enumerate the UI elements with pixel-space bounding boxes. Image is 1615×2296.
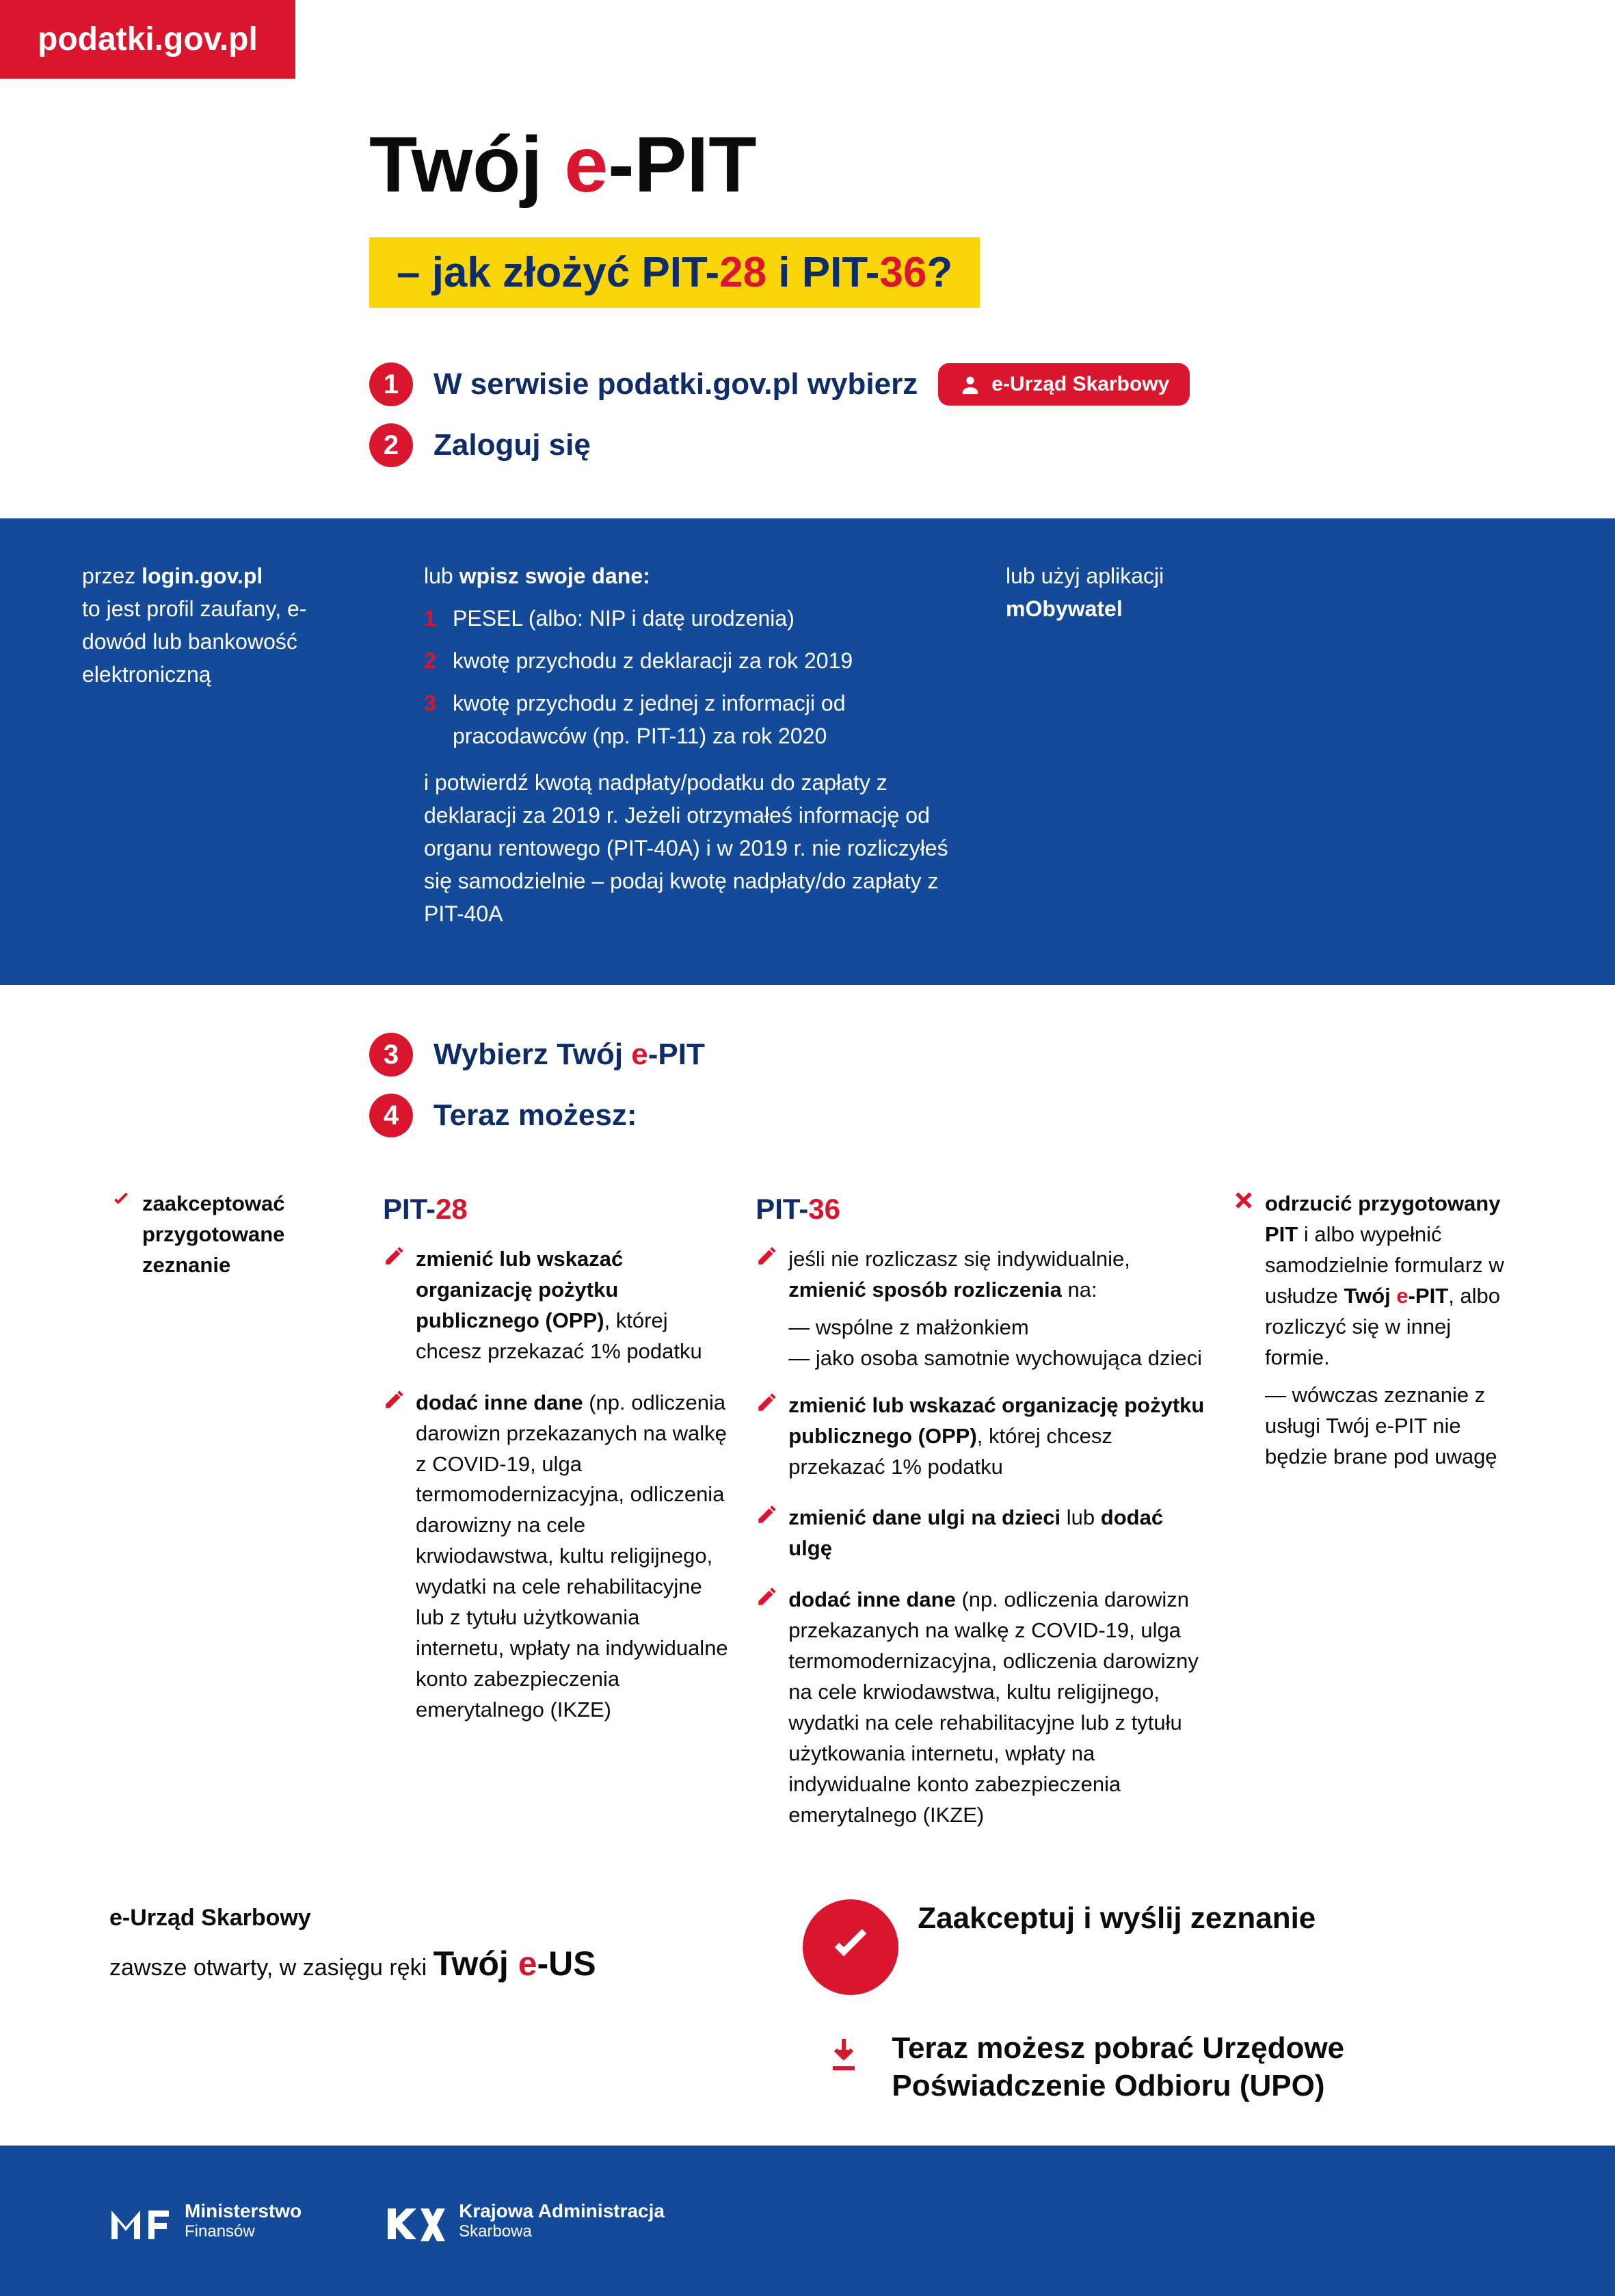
pencil-icon: [383, 1388, 406, 1411]
col-pit28: PIT-28 zmienić lub wskazać organizację p…: [383, 1189, 728, 1851]
big-check-icon: [803, 1899, 898, 1995]
step-2-text: Zaloguj się: [433, 428, 591, 462]
step-1: 1 W serwisie podatki.gov.pl wybierz e-Ur…: [369, 362, 1492, 406]
login-data-list: 1PESEL (albo: NIP i datę urodzenia) 2kwo…: [424, 602, 951, 752]
step-3-text: Wybierz Twój e-PIT: [433, 1038, 705, 1072]
download-icon: [827, 2036, 860, 2078]
site-badge: podatki.gov.pl: [0, 0, 295, 79]
title-pre: Twój: [369, 121, 564, 209]
login-option-data: lub wpisz swoje dane: 1PESEL (albo: NIP …: [424, 559, 951, 930]
logo-mf: MinisterstwoFinansów: [109, 2200, 302, 2242]
pencil-icon: [756, 1244, 779, 1267]
step-4: 4 Teraz możesz:: [369, 1094, 1492, 1137]
step-1-num: 1: [369, 362, 413, 406]
eus-promo: e-Urząd Skarbowy zawsze otwarty, w zasię…: [109, 1899, 748, 1991]
step-2: 2 Zaloguj się: [369, 423, 1492, 467]
login-option-logingovpl: przez login.gov.pl to jest profil zaufan…: [82, 559, 369, 930]
logo-kas: Krajowa AdministracjaSkarbowa: [384, 2200, 665, 2242]
subtitle-text: – jak złożyć PIT-28 i PIT-36?: [397, 249, 952, 296]
pit36-sublist: — wspólne z małżonkiem — jako osoba samo…: [756, 1312, 1205, 1374]
login-options-band: przez login.gov.pl to jest profil zaufan…: [0, 518, 1615, 985]
person-icon: [959, 373, 982, 396]
col-reject: odrzucić przygotowany PIT i albo wypełni…: [1232, 1189, 1506, 1851]
login-option-mobywatel: lub użyj aplikacjimObywatel: [1006, 559, 1533, 930]
title-e: e: [564, 121, 608, 209]
eus-chip[interactable]: e-Urząd Skarbowy: [938, 363, 1190, 406]
subtitle-band: – jak złożyć PIT-28 i PIT-36?: [369, 237, 980, 308]
pencil-icon: [756, 1390, 779, 1414]
pencil-icon: [756, 1503, 779, 1526]
eus-chip-label: e-Urząd Skarbowy: [991, 373, 1169, 396]
step-2-num: 2: [369, 423, 413, 467]
check-icon: [109, 1189, 133, 1212]
step-3-num: 3: [369, 1033, 413, 1077]
col-pit36: PIT-36 jeśli nie rozliczasz się indywidu…: [756, 1189, 1205, 1851]
step-4-text: Teraz możesz:: [433, 1098, 637, 1133]
pencil-icon: [383, 1244, 406, 1267]
step-3: 3 Wybierz Twój e-PIT: [369, 1033, 1492, 1077]
footer: MinisterstwoFinansów Krajowa Administrac…: [0, 2146, 1615, 2296]
step-4-num: 4: [369, 1094, 413, 1137]
pencil-icon: [756, 1585, 779, 1608]
final-actions: Zaakceptuj i wyślij zeznanie Teraz możes…: [803, 1899, 1506, 2118]
x-icon: [1232, 1189, 1255, 1212]
page-title: Twój e-PIT: [369, 120, 1492, 210]
col-accept: zaakceptować przygotowane zeznanie: [109, 1189, 356, 1851]
accept-send-text: Zaakceptuj i wyślij zeznanie: [918, 1899, 1316, 1937]
step-1-text: W serwisie podatki.gov.pl wybierz: [433, 367, 918, 401]
title-post: -PIT: [608, 121, 756, 209]
upo-text: Teraz możesz pobrać Urzędowe Poświadczen…: [892, 2029, 1506, 2104]
